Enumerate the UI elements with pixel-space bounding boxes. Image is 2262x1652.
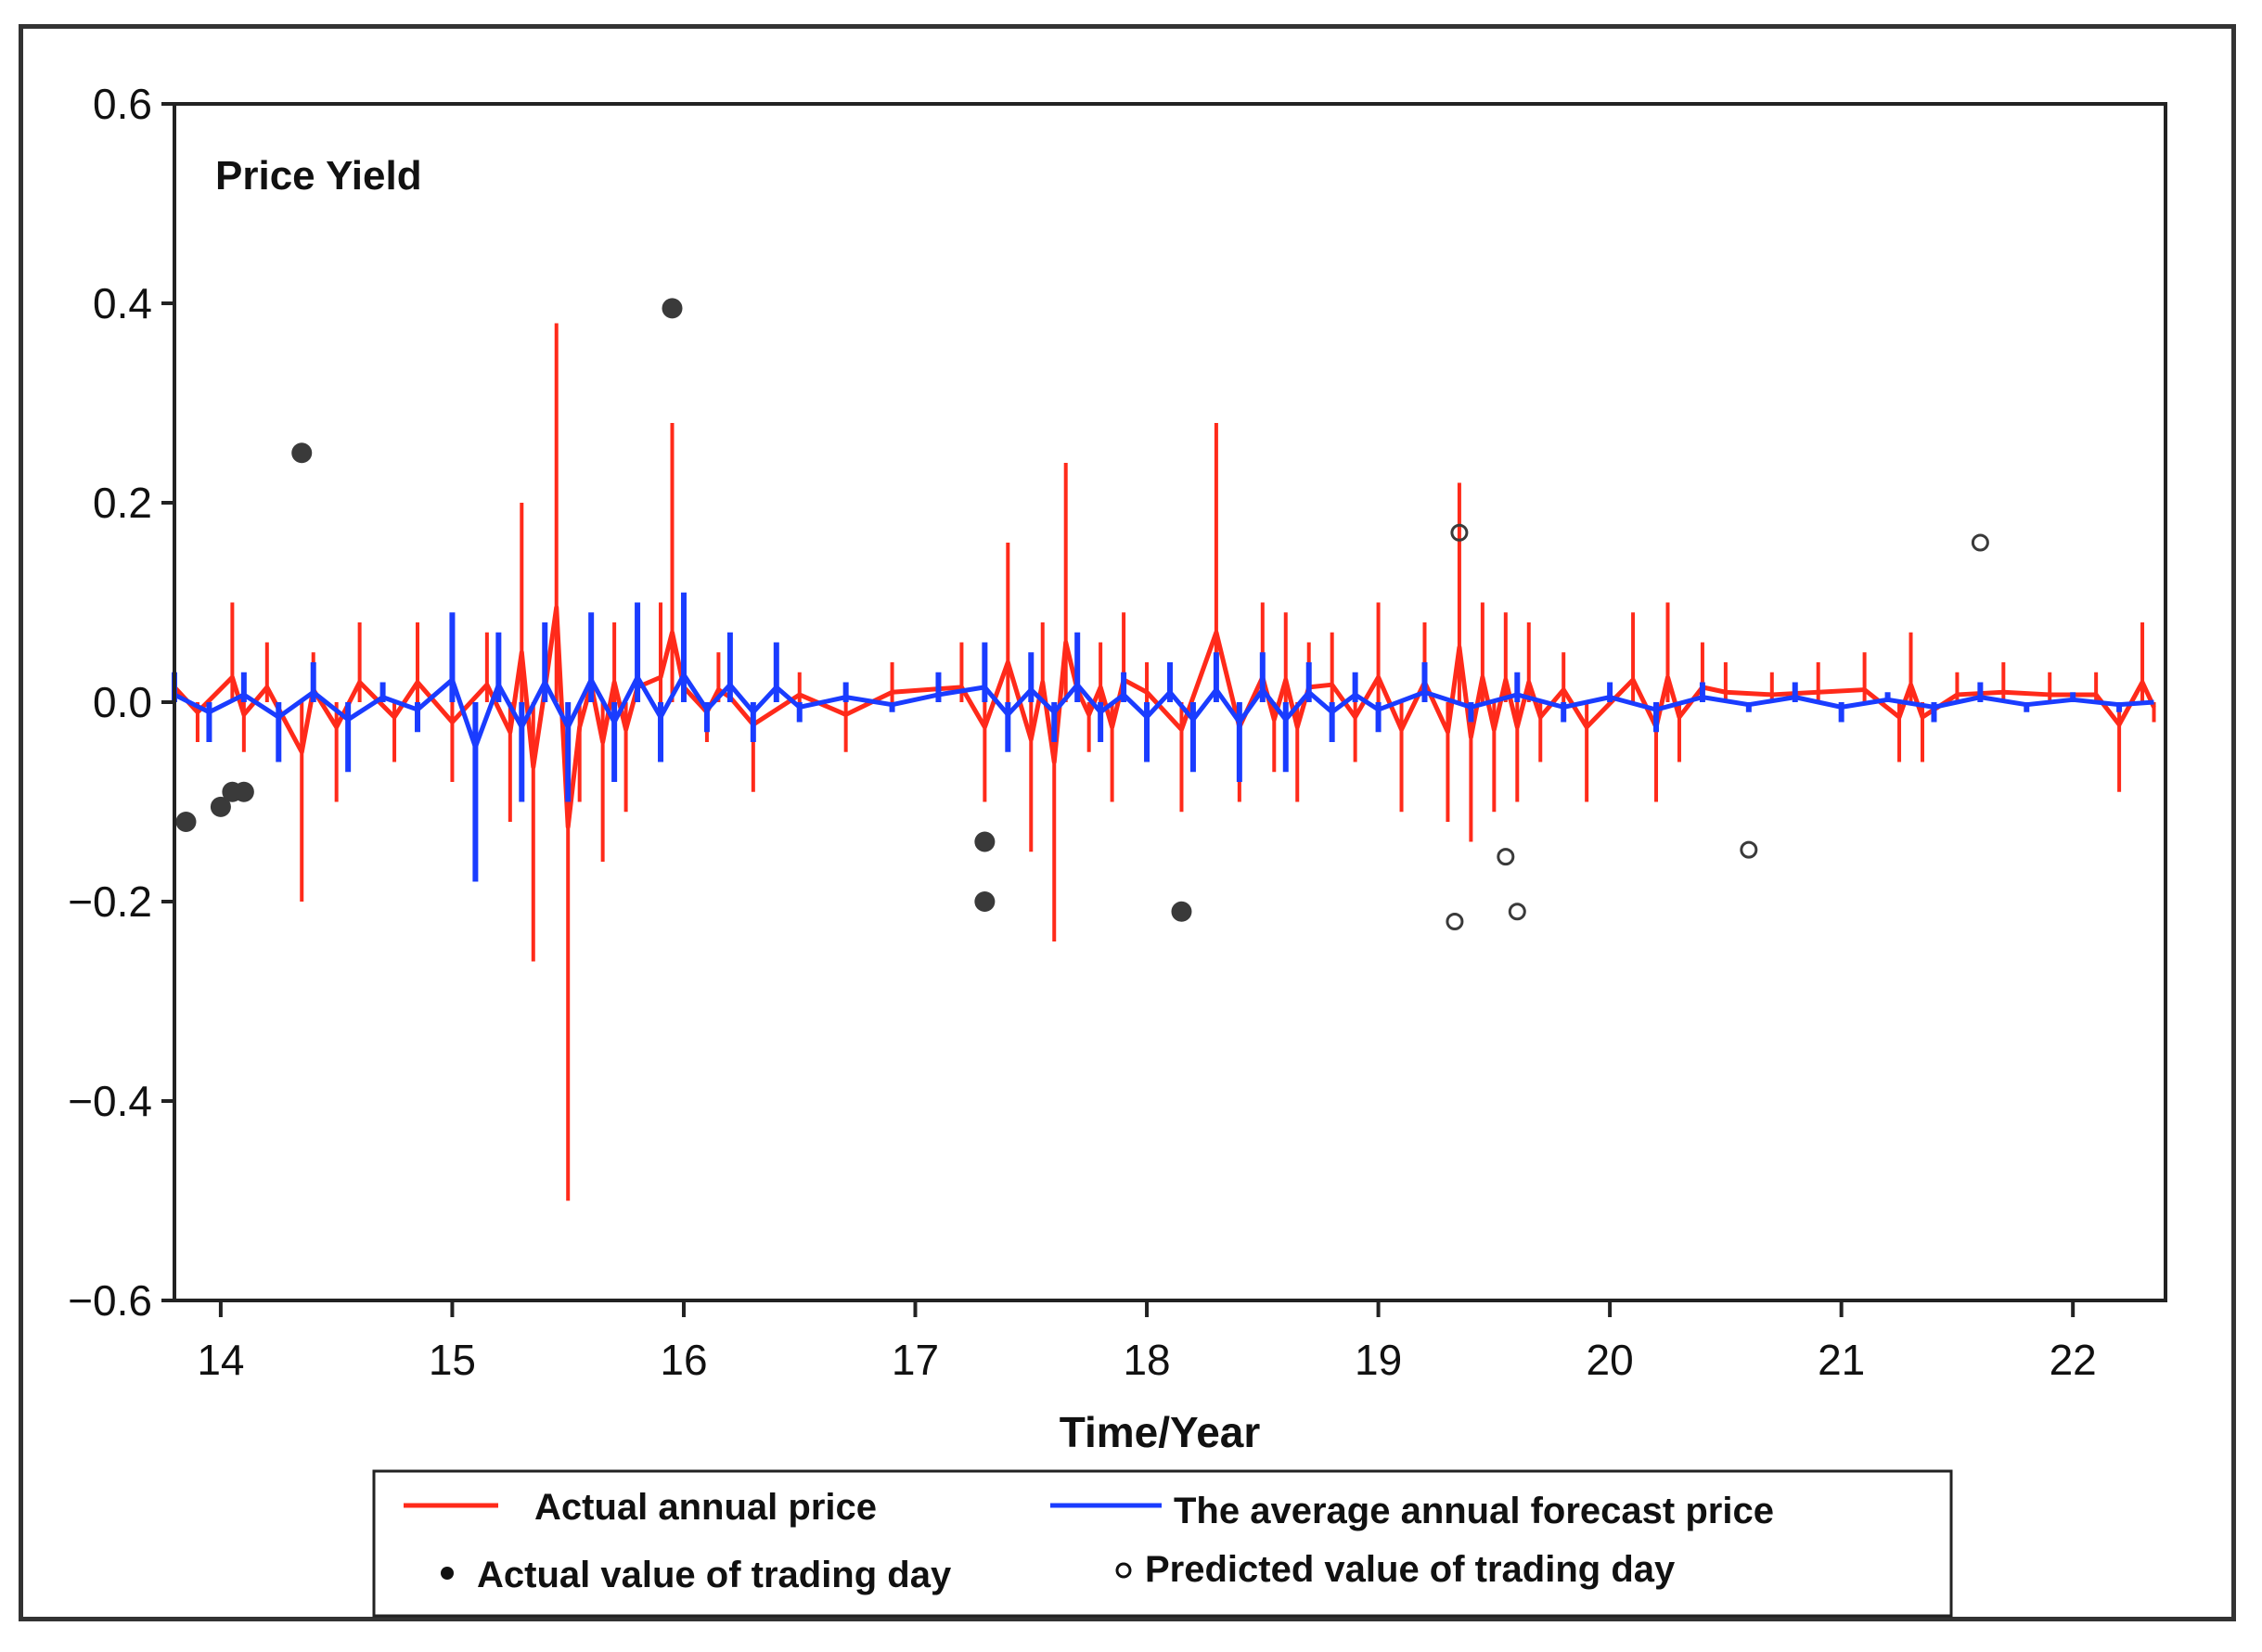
x-tick-label: 20 <box>1587 1336 1634 1384</box>
data-point <box>974 831 996 852</box>
chart-frame <box>19 24 2236 1621</box>
x-tick-label: 22 <box>2050 1336 2097 1384</box>
y-tick-label: −0.6 <box>68 1276 152 1325</box>
data-point <box>210 796 231 817</box>
y-tick-label: 0.0 <box>93 678 152 726</box>
legend-label-actual-line: Actual annual price <box>534 1487 877 1528</box>
data-point <box>175 812 197 832</box>
x-tick-label: 18 <box>1123 1336 1170 1384</box>
y-tick-label: −0.2 <box>68 877 152 926</box>
data-point <box>291 442 313 464</box>
x-tick-label: 14 <box>197 1336 244 1384</box>
legend-label-filled-dot: Actual value of trading day <box>477 1555 952 1595</box>
series-0 <box>173 323 2156 1201</box>
series-3 <box>1446 523 1989 930</box>
x-tick-label: 15 <box>429 1336 476 1384</box>
legend-symbol-open-dot <box>1115 1562 1132 1579</box>
data-point <box>1450 523 1469 542</box>
series-line <box>173 672 2154 749</box>
data-point <box>1971 533 1989 552</box>
data-point <box>1446 913 1464 930</box>
series-layer <box>172 298 2156 1201</box>
y-tick-label: 0.2 <box>93 479 152 527</box>
data-point <box>1171 901 1192 922</box>
series-2 <box>175 298 1192 922</box>
x-axis-label: Time/Year <box>1060 1408 1261 1456</box>
series-line <box>173 605 2156 829</box>
data-point <box>233 781 254 802</box>
x-tick-label: 21 <box>1818 1336 1865 1384</box>
y-tick-label: 0.6 <box>93 80 152 128</box>
y-tick-label: 0.4 <box>93 279 152 327</box>
legend-symbol-filled-dot <box>441 1567 454 1580</box>
x-tick-label: 16 <box>660 1336 707 1384</box>
legend-label-open-dot: Predicted value of trading day <box>1145 1549 1676 1590</box>
data-point <box>1497 848 1515 866</box>
series-1 <box>172 592 2154 882</box>
data-point <box>1508 903 1526 921</box>
data-point <box>1740 840 1758 859</box>
legend: Actual annual price The average annual f… <box>372 1469 1953 1618</box>
chart-title: Price Yield <box>215 153 422 198</box>
legend-box <box>372 1469 1953 1618</box>
y-tick-label: −0.4 <box>68 1077 152 1125</box>
x-tick-label: 17 <box>892 1336 939 1384</box>
data-point <box>662 298 683 319</box>
legend-label-forecast-line: The average annual forecast price <box>1174 1491 1774 1531</box>
data-point <box>974 891 996 912</box>
axis-ticks: 0.6 0.4 0.2 0.0 −0.2 −0.4 −0.6 14 15 16 17 18 19 20 21… <box>68 80 2097 1384</box>
x-tick-label: 19 <box>1355 1336 1402 1384</box>
